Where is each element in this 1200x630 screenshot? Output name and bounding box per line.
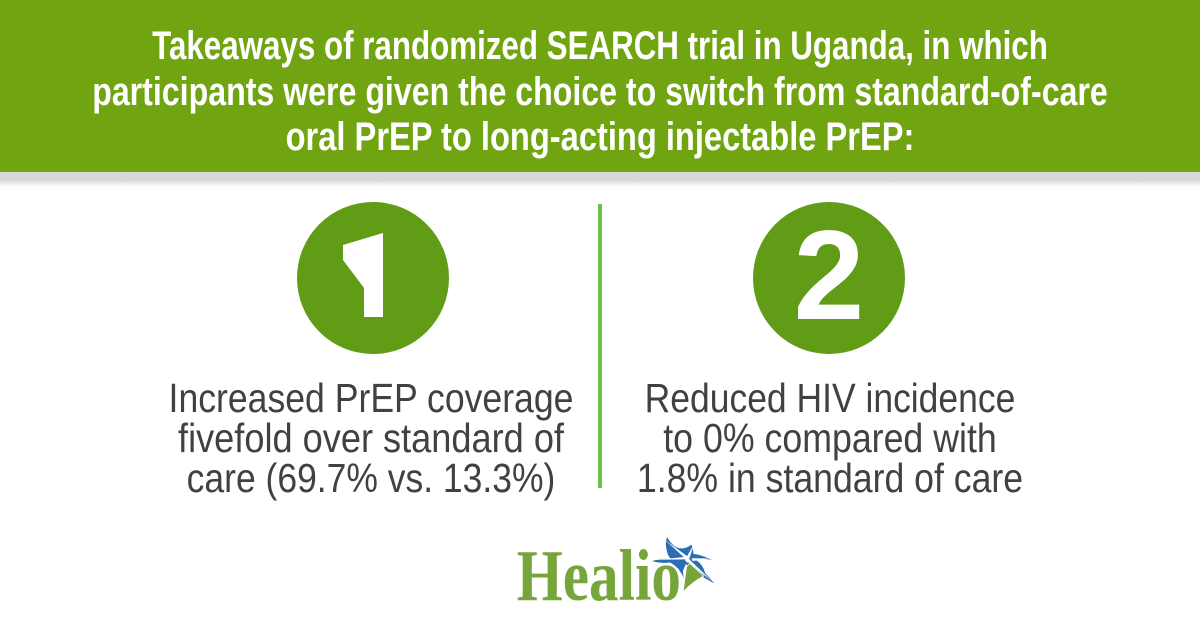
svg-text:Healio: Healio	[517, 536, 681, 616]
